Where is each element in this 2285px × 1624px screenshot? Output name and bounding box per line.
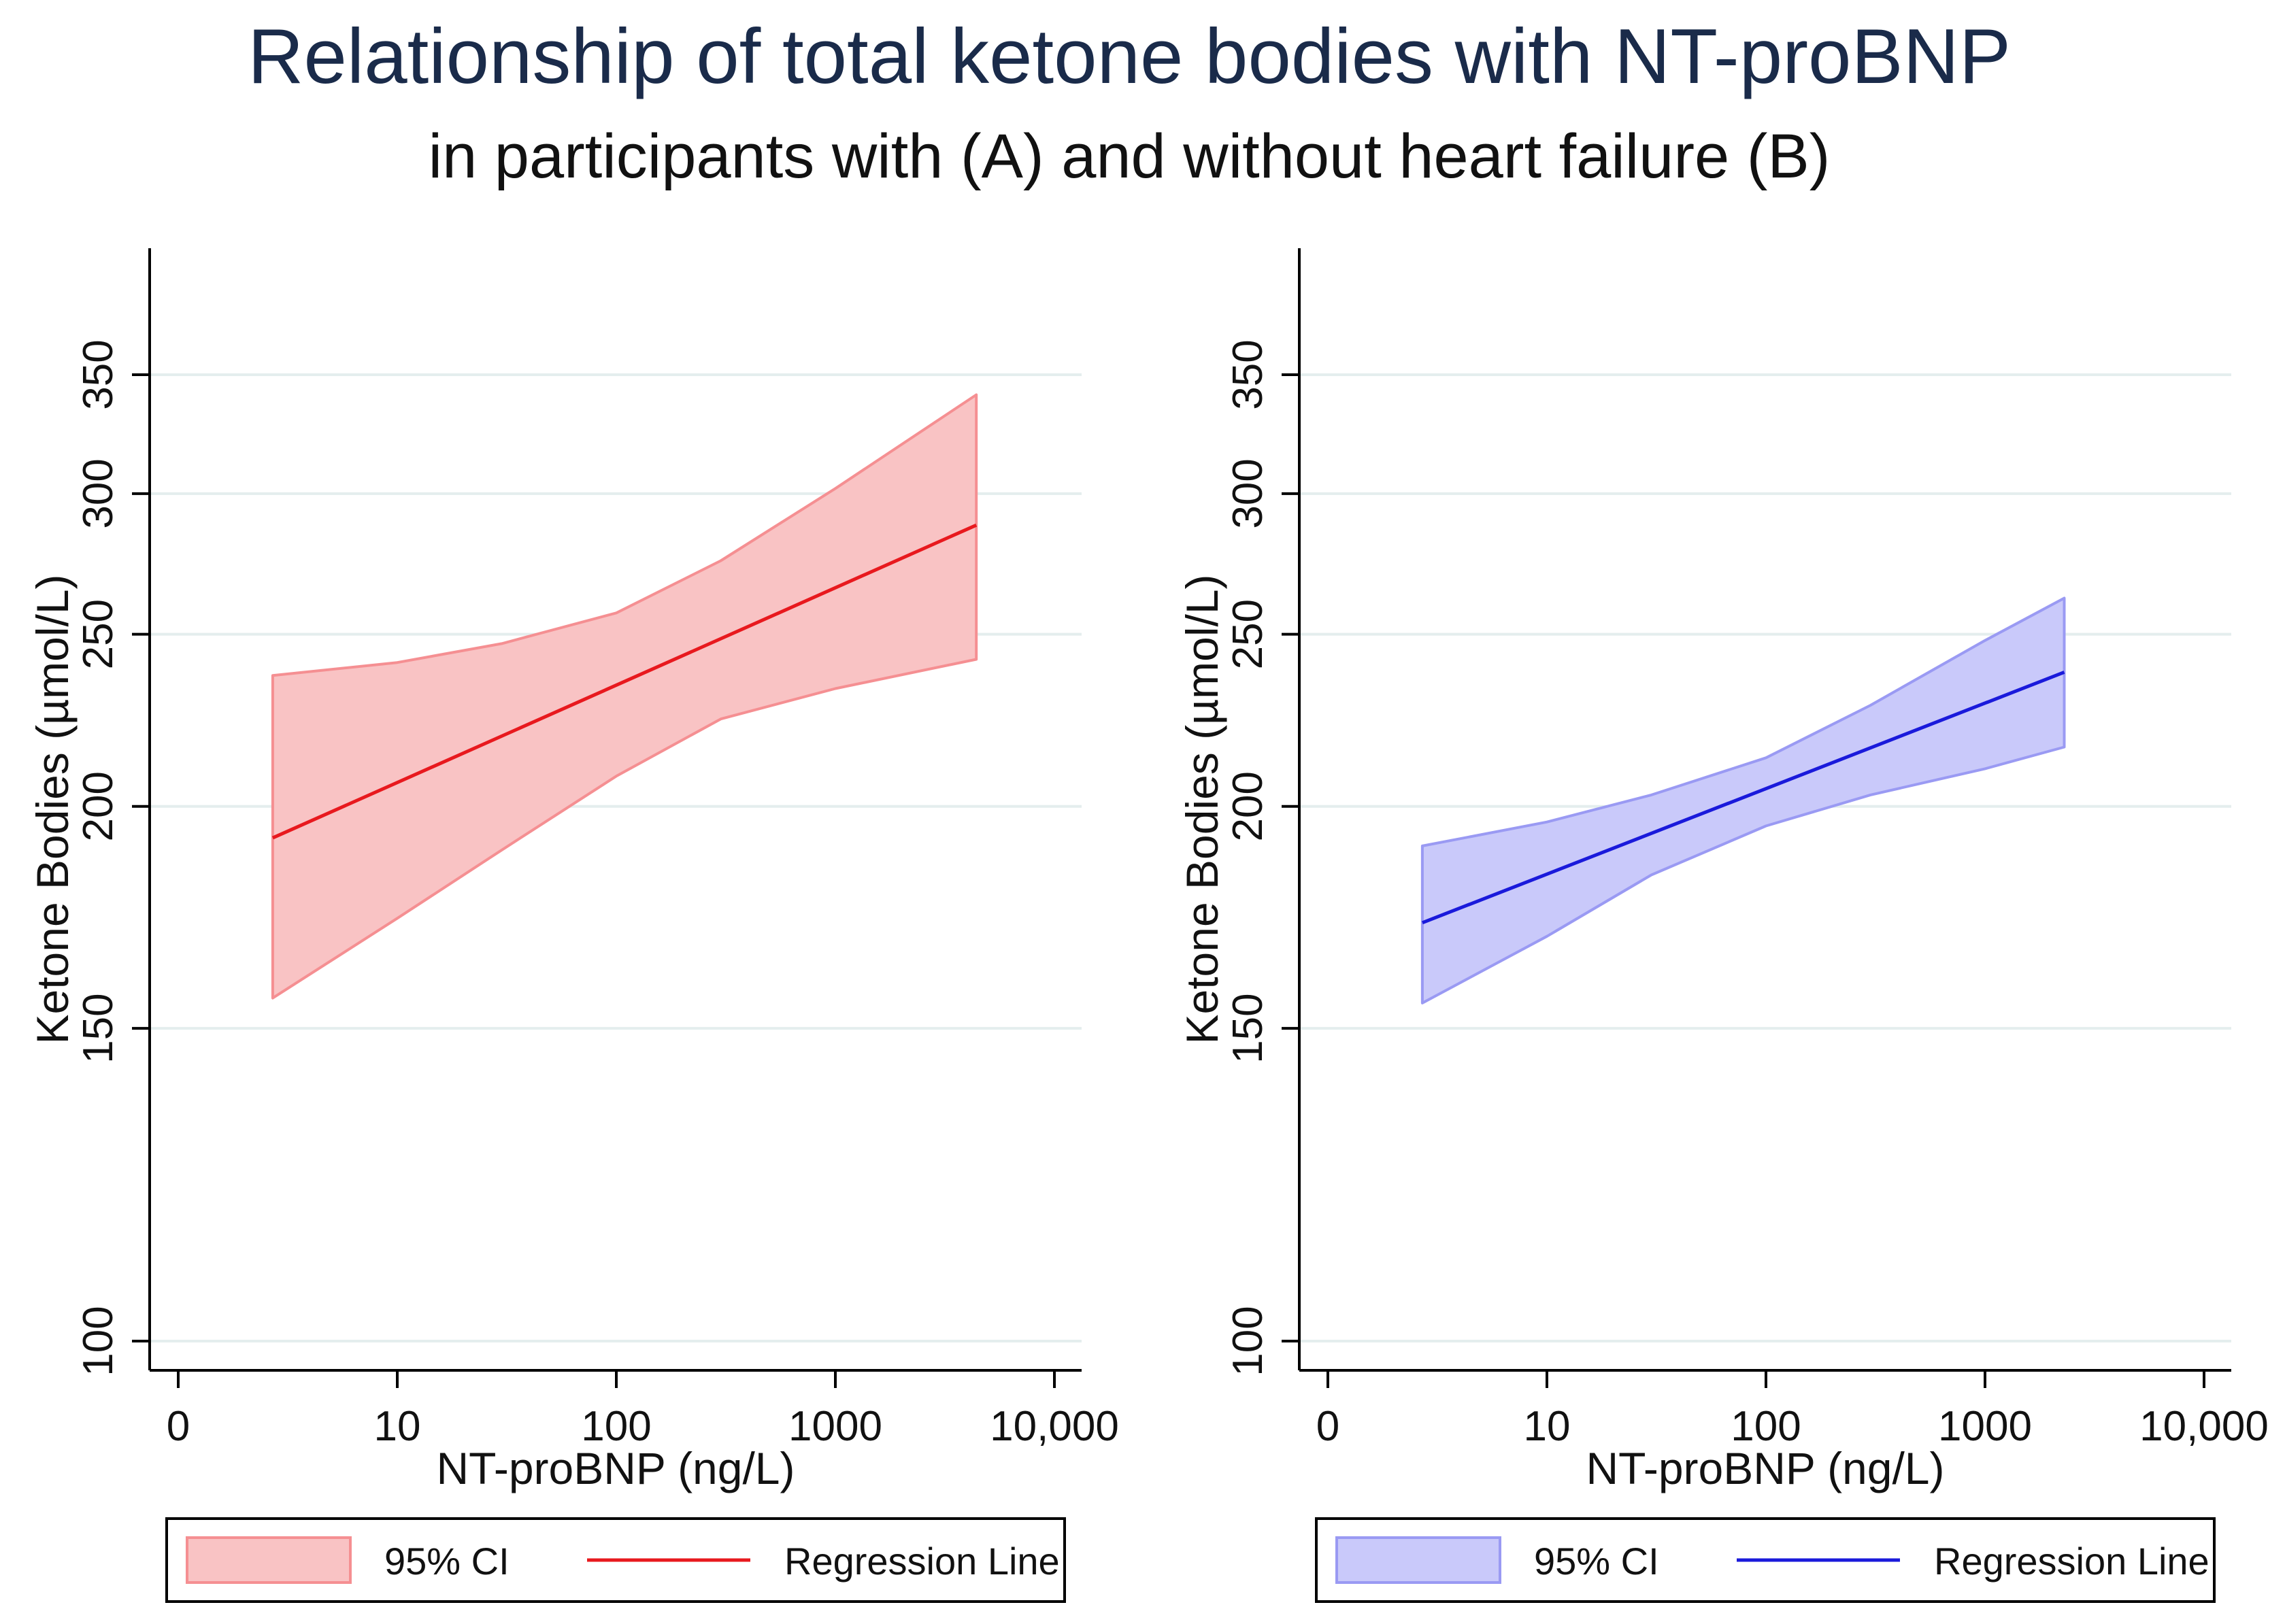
y-tick-label-150: 150 [75,993,122,1063]
y-tick-label-300: 300 [75,458,122,528]
y-tick-label-250: 250 [75,599,122,669]
chart-subtitle: in participants with (A) and without hea… [428,122,1831,191]
x-tick-label-2: 100 [1731,1403,1801,1450]
x-tick-label-2: 100 [581,1403,651,1450]
x-tick-label-1: 10 [374,1403,421,1450]
panel-b: 100 150 200 250 300 350 0 10 100 1000 10,000 NT-pro… [1177,248,2269,1603]
y-tick-label-200: 200 [75,771,122,841]
y-tick-label-200: 200 [1224,771,1271,841]
ci-band [271,393,978,1000]
y-tick-label-350: 350 [1224,339,1271,409]
x-tick-label-3: 1000 [1938,1403,2032,1450]
x-tick-label-0: 0 [167,1403,190,1450]
x-axis-title: NT-proBNP (ng/L) [1586,1443,1945,1493]
regression-line [271,523,978,840]
x-axis-title: NT-proBNP (ng/L) [437,1443,795,1493]
legend-line-label: Regression Line [784,1540,1060,1583]
y-tick-label-350: 350 [75,339,122,409]
legend-ci-label: 95% CI [1534,1540,1659,1583]
y-tick-label-100: 100 [75,1306,122,1376]
legend-line-label: Regression Line [1934,1540,2209,1583]
ci-band [1420,596,2066,1004]
legend-ci-swatch [1335,1536,1501,1584]
y-axis-title: Ketone Bodies (µmol/L) [1177,574,1227,1044]
x-tick-label-3: 1000 [788,1403,882,1450]
x-tick-label-4: 10,000 [2139,1403,2269,1450]
y-tick-label-100: 100 [1224,1306,1271,1376]
chart-title: Relationship of total ketone bodies with… [248,14,2011,100]
y-tick-label-300: 300 [1224,458,1271,528]
y-tick-label-150: 150 [1224,993,1271,1063]
legend-ci-swatch [186,1536,352,1584]
x-tick-label-1: 10 [1524,1403,1571,1450]
y-tick-label-250: 250 [1224,599,1271,669]
y-axis-title: Ketone Bodies (µmol/L) [27,574,78,1044]
x-tick-label-4: 10,000 [990,1403,1119,1450]
panel-a: 100 150 200 250 300 350 0 10 100 1000 10,000 NT-pro… [27,248,1119,1603]
x-tick-label-0: 0 [1316,1403,1339,1450]
legend-ci-label: 95% CI [384,1540,510,1583]
regression-line [1421,671,2065,925]
